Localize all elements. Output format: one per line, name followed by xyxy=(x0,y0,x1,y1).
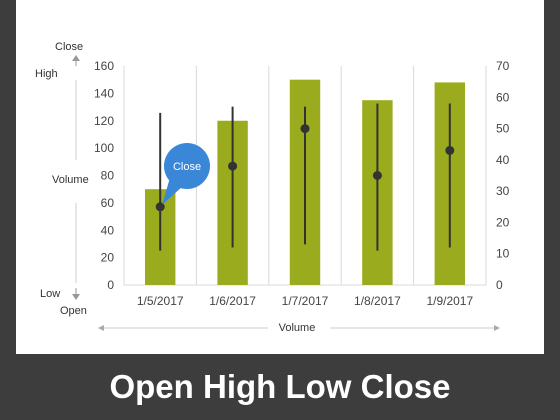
right-tick-label: 20 xyxy=(496,215,510,229)
right-tick-label: 10 xyxy=(496,247,510,261)
legend-close-label: Close xyxy=(55,41,83,53)
xlabel-arrow-left xyxy=(98,325,104,331)
right-tick-label: 50 xyxy=(496,122,510,136)
x-tick-label: 1/7/2017 xyxy=(282,294,329,308)
left-tick-label: 160 xyxy=(94,59,114,73)
legend-volume-label: Volume xyxy=(52,174,89,186)
x-tick-label: 1/8/2017 xyxy=(354,294,401,308)
x-tick-label: 1/6/2017 xyxy=(209,294,256,308)
x-axis-label: Volume xyxy=(279,322,316,334)
left-tick-label: 20 xyxy=(101,251,115,265)
left-tick-label: 60 xyxy=(101,196,115,210)
legend-high-label: High xyxy=(35,68,58,80)
legend-low-label: Low xyxy=(40,288,60,300)
callout-label: Close xyxy=(173,161,201,173)
legend-open-label: Open xyxy=(60,305,87,317)
close-point xyxy=(228,161,238,171)
right-tick-label: 60 xyxy=(496,90,510,104)
left-tick-label: 0 xyxy=(107,278,114,292)
left-tick-label: 80 xyxy=(101,169,115,183)
right-tick-label: 0 xyxy=(496,278,503,292)
slide-title: Open High Low Close xyxy=(109,368,451,405)
x-tick-label: 1/5/2017 xyxy=(137,294,184,308)
legend-arrow-down-head xyxy=(72,294,80,300)
right-tick-label: 70 xyxy=(496,59,510,73)
callout-bubble xyxy=(164,143,210,189)
left-tick-label: 120 xyxy=(94,114,114,128)
close-point xyxy=(445,145,455,155)
left-tick-label: 40 xyxy=(101,223,115,237)
left-axis-ticks: 0 20 40 60 80 100 120 140 160 xyxy=(94,59,114,292)
left-tick-label: 100 xyxy=(94,141,114,155)
right-tick-label: 30 xyxy=(496,184,510,198)
ohlc-chart: 0 20 40 60 80 100 120 140 160 0 10 20 30 40 50 60 70 1/… xyxy=(35,41,510,334)
legend-arrow-up-head xyxy=(72,55,80,61)
high-low-stems xyxy=(155,103,455,251)
right-tick-label: 40 xyxy=(496,153,510,167)
close-point xyxy=(300,124,310,134)
xlabel-arrow-right xyxy=(494,325,500,331)
close-point xyxy=(372,171,382,180)
left-tick-label: 140 xyxy=(94,86,114,100)
x-axis-ticks: 1/5/2017 1/6/2017 1/7/2017 1/8/2017 1/9/2017 xyxy=(137,294,474,308)
x-tick-label: 1/9/2017 xyxy=(426,294,473,308)
close-callout: Close xyxy=(162,143,210,205)
right-axis-ticks: 0 10 20 30 40 50 60 70 xyxy=(496,59,510,292)
